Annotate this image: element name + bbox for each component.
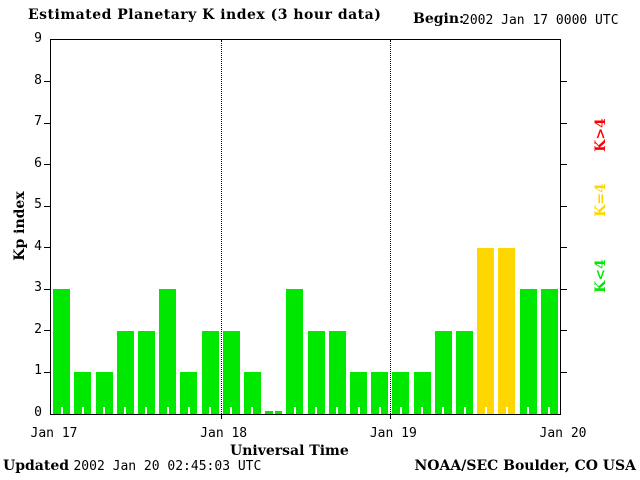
chart-title: Estimated Planetary K index (3 hour data… bbox=[28, 7, 382, 23]
y-axis-tick bbox=[561, 205, 567, 207]
hour-tick bbox=[315, 407, 318, 414]
kp-bar bbox=[519, 289, 537, 414]
kp-bar bbox=[159, 289, 177, 414]
begin-label: Begin: bbox=[413, 11, 465, 27]
y-tick-label: 8 bbox=[34, 72, 42, 88]
day-divider-line bbox=[220, 40, 222, 414]
legend-label: K=4 bbox=[593, 183, 609, 217]
y-axis-tick bbox=[44, 205, 50, 207]
begin-value: 2002 Jan 17 0000 UTC bbox=[462, 13, 619, 28]
kp-bar bbox=[434, 330, 452, 414]
hour-tick bbox=[230, 407, 233, 414]
kp-bar bbox=[477, 247, 495, 414]
legend-label: K>4 bbox=[593, 118, 609, 152]
updated-value: 2002 Jan 20 02:45:03 UTC bbox=[73, 459, 262, 474]
kp-bar bbox=[350, 372, 368, 414]
y-tick-label: 4 bbox=[34, 238, 42, 254]
y-tick-label: 7 bbox=[34, 114, 42, 130]
updated-label: Updated bbox=[3, 458, 70, 474]
y-axis-tick bbox=[561, 371, 567, 373]
kp-bar bbox=[243, 372, 261, 414]
kp-bar bbox=[286, 289, 304, 414]
hour-tick bbox=[81, 407, 84, 414]
hour-tick bbox=[272, 407, 275, 414]
y-axis-tick bbox=[561, 164, 567, 166]
hour-tick bbox=[421, 407, 424, 414]
x-tick-label: Jan 18 bbox=[200, 426, 248, 441]
x-tick-label: Jan 17 bbox=[30, 426, 78, 441]
hour-tick bbox=[357, 407, 360, 414]
kp-bar bbox=[74, 372, 92, 414]
y-axis-tick bbox=[44, 288, 50, 290]
kp-bar bbox=[540, 289, 558, 414]
x-axis-title: Universal Time bbox=[230, 443, 349, 459]
kp-bar bbox=[116, 330, 134, 414]
y-axis-tick bbox=[44, 164, 50, 166]
kp-bar bbox=[201, 330, 219, 414]
kp-bar bbox=[95, 372, 113, 414]
hour-tick bbox=[60, 407, 63, 414]
hour-tick bbox=[124, 407, 127, 414]
hour-tick bbox=[505, 407, 508, 414]
kp-bar bbox=[180, 372, 198, 414]
y-tick-label: 1 bbox=[34, 363, 42, 379]
hour-tick bbox=[251, 407, 254, 414]
hour-tick bbox=[399, 407, 402, 414]
hour-tick bbox=[527, 407, 530, 414]
hour-tick bbox=[484, 407, 487, 414]
hour-tick bbox=[103, 407, 106, 414]
kp-bar bbox=[413, 372, 431, 414]
kp-bar bbox=[456, 330, 474, 414]
y-tick-label: 6 bbox=[34, 155, 42, 171]
day-axis-tick bbox=[390, 414, 392, 419]
credit-text: NOAA/SEC Boulder, CO USA bbox=[414, 458, 637, 474]
hour-tick bbox=[378, 407, 381, 414]
y-tick-label: 0 bbox=[34, 405, 42, 420]
kp-bar bbox=[222, 330, 240, 414]
kp-bar bbox=[498, 247, 516, 414]
hour-tick bbox=[442, 407, 445, 414]
y-axis-tick bbox=[561, 288, 567, 290]
y-axis-tick bbox=[561, 247, 567, 249]
hour-tick bbox=[187, 407, 190, 414]
y-tick-label: 2 bbox=[34, 321, 42, 337]
day-axis-tick bbox=[220, 414, 222, 419]
y-tick-label: 9 bbox=[34, 31, 42, 46]
plot-area bbox=[44, 39, 567, 419]
legend-label: K<4 bbox=[593, 259, 609, 293]
y-axis-tick bbox=[561, 81, 567, 83]
x-tick-label: Jan 20 bbox=[539, 426, 587, 441]
hour-tick bbox=[548, 407, 551, 414]
y-axis-tick bbox=[44, 122, 50, 124]
y-axis-tick bbox=[44, 330, 50, 332]
kp-bar bbox=[392, 372, 410, 414]
y-tick-label: 5 bbox=[34, 197, 42, 213]
kp-bar bbox=[137, 330, 155, 414]
hour-tick bbox=[145, 407, 148, 414]
hour-tick bbox=[463, 407, 466, 414]
x-tick-label: Jan 19 bbox=[369, 426, 417, 441]
kp-bar bbox=[307, 330, 325, 414]
hour-tick bbox=[166, 407, 169, 414]
y-tick-label: 3 bbox=[34, 280, 42, 296]
kp-bar bbox=[53, 289, 71, 414]
hour-tick bbox=[336, 407, 339, 414]
hour-tick bbox=[209, 407, 212, 414]
y-axis-tick bbox=[44, 371, 50, 373]
kp-bar bbox=[328, 330, 346, 414]
y-axis-tick bbox=[561, 330, 567, 332]
y-axis-tick bbox=[44, 247, 50, 249]
hour-tick bbox=[293, 407, 296, 414]
kp-bar bbox=[371, 372, 389, 414]
day-divider-line bbox=[390, 40, 392, 414]
y-axis-tick bbox=[561, 122, 567, 124]
updated-timestamp: Updated 2002 Jan 20 02:45:03 UTC bbox=[3, 458, 261, 474]
y-axis-tick bbox=[44, 81, 50, 83]
